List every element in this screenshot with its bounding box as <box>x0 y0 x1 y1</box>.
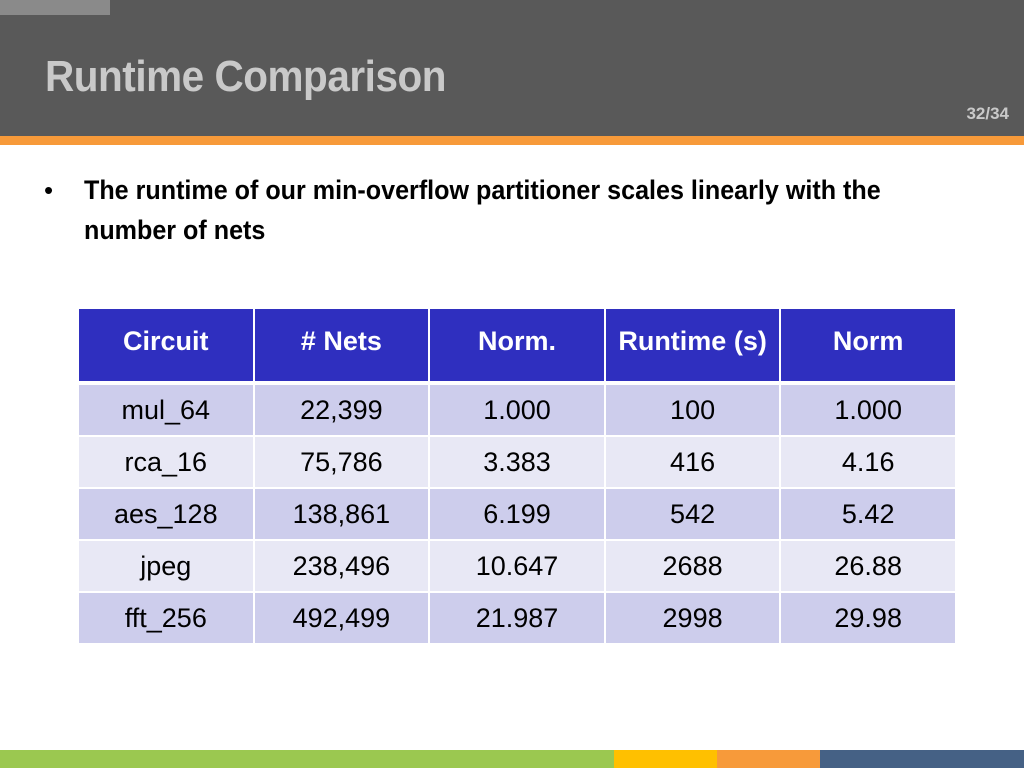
cell-norm-nets: 10.647 <box>428 539 606 593</box>
cell-norm-runtime: 26.88 <box>779 539 957 593</box>
cell-norm-nets: 1.000 <box>428 382 606 437</box>
cell-nets: 138,861 <box>252 487 431 541</box>
cell-norm-runtime: 1.000 <box>779 382 957 437</box>
slide-header: Runtime Comparison 32/34 <box>0 0 1024 136</box>
cell-circuit: fft_256 <box>77 591 255 645</box>
header-norm-runtime: Norm <box>779 307 957 384</box>
table-row: fft_256 492,499 21.987 2998 29.98 <box>77 591 957 645</box>
header-circuit: Circuit <box>77 307 255 384</box>
page-number: 32/34 <box>966 104 1009 123</box>
bullet-text: The runtime of our min-overflow partitio… <box>84 175 881 245</box>
header-runtime: Runtime (s) <box>603 307 782 384</box>
footer-color-bar <box>0 750 1024 768</box>
cell-circuit: jpeg <box>77 539 255 593</box>
table-row: jpeg 238,496 10.647 2688 26.88 <box>77 539 957 593</box>
cell-norm-runtime: 29.98 <box>779 591 957 645</box>
table-row: rca_16 75,786 3.383 416 4.16 <box>77 435 957 489</box>
cell-runtime: 542 <box>603 487 782 541</box>
footer-segment-orange <box>717 750 820 768</box>
cell-nets: 238,496 <box>252 539 431 593</box>
header-divider <box>0 136 1024 145</box>
header-nets: # Nets <box>252 307 431 384</box>
cell-runtime: 2998 <box>603 591 782 645</box>
cell-runtime: 100 <box>603 382 782 437</box>
header-tab-accent <box>0 0 110 15</box>
cell-nets: 492,499 <box>252 591 431 645</box>
cell-runtime: 2688 <box>603 539 782 593</box>
cell-circuit: rca_16 <box>77 435 255 489</box>
bullet-marker: • <box>44 175 54 205</box>
cell-circuit: aes_128 <box>77 487 255 541</box>
cell-nets: 75,786 <box>252 435 431 489</box>
slide-title: Runtime Comparison <box>45 52 447 101</box>
runtime-table: Circuit # Nets Norm. Runtime (s) Norm mu… <box>77 307 957 645</box>
header-norm-nets: Norm. <box>428 307 606 384</box>
cell-norm-runtime: 4.16 <box>779 435 957 489</box>
cell-norm-nets: 21.987 <box>428 591 606 645</box>
cell-norm-nets: 6.199 <box>428 487 606 541</box>
table-row: mul_64 22,399 1.000 100 1.000 <box>77 382 957 437</box>
table-row: aes_128 138,861 6.199 542 5.42 <box>77 487 957 541</box>
cell-norm-runtime: 5.42 <box>779 487 957 541</box>
cell-nets: 22,399 <box>252 382 431 437</box>
cell-runtime: 416 <box>603 435 782 489</box>
cell-norm-nets: 3.383 <box>428 435 606 489</box>
bullet-item: • The runtime of our min-overflow partit… <box>44 170 984 250</box>
footer-segment-yellow <box>614 750 717 768</box>
cell-circuit: mul_64 <box>77 382 255 437</box>
table-header-row: Circuit # Nets Norm. Runtime (s) Norm <box>77 307 957 384</box>
footer-segment-blue <box>820 750 1024 768</box>
footer-segment-green <box>0 750 614 768</box>
